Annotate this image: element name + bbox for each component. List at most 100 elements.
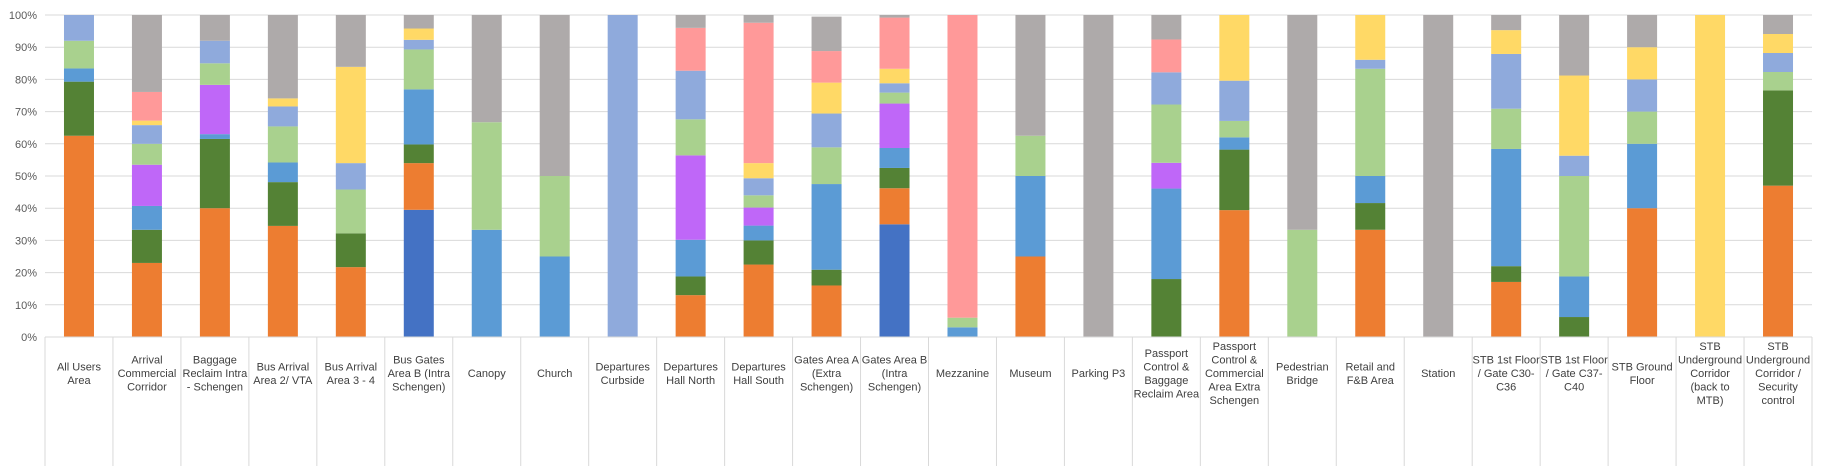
bar-segment [335, 66, 366, 164]
x-category-label: Baggage Reclaim Intra - Schengen [183, 355, 249, 394]
x-category-label: Gates Area B (Intra Schengen) [862, 355, 927, 394]
bar-segment [131, 229, 162, 263]
bar-segment [63, 81, 94, 136]
bar-segment [879, 103, 910, 148]
x-category-label: Arrival Commercial Corridor [118, 355, 177, 394]
bar-segment [1695, 15, 1726, 337]
bar-segment [1559, 317, 1590, 337]
bar-segment [1627, 79, 1658, 112]
bar-segment [1627, 143, 1658, 209]
bar-segment [539, 15, 570, 176]
x-category-label: Retail and F&B Area [1345, 361, 1395, 387]
x-category-label: Bus Arrival Area 3 - 4 [325, 361, 378, 387]
bar-segment [403, 209, 434, 337]
x-category-label: Passport Control & Commercial Area Extra Sch… [1205, 341, 1264, 407]
bar-segment [1219, 210, 1250, 337]
bar-segment [1015, 135, 1046, 176]
x-category-label: STB Underground Corridor / Security control [1746, 341, 1810, 407]
bar-segment [1423, 15, 1454, 337]
bar-segment [267, 182, 298, 226]
bar-segment [1491, 53, 1522, 109]
bar-segment [811, 16, 842, 52]
bar-segment [267, 106, 298, 127]
bar-segment [1151, 162, 1182, 189]
bar-segment [1015, 176, 1046, 257]
bar-segment [1219, 15, 1250, 81]
bar-segment [539, 176, 570, 257]
bar-segment [1763, 90, 1794, 186]
bar-segment [811, 285, 842, 337]
bar-segment [1627, 15, 1658, 48]
y-axis: 0% 10% 20% 30% 40% 50% 60% 70% 80% 90% 100% [9, 10, 37, 344]
x-category-label: STB 1st Floor / Gate C37-C40 [1541, 355, 1609, 394]
y-tick-label: 70% [15, 107, 37, 119]
bar-segment [335, 233, 366, 268]
bar-segment [199, 138, 230, 209]
bar-segment [879, 224, 910, 337]
bar-segment [1355, 176, 1386, 204]
bar-segment [131, 91, 162, 121]
bar-segment [1355, 203, 1386, 230]
bar-segment [403, 39, 434, 50]
bar-segment [1151, 39, 1182, 73]
bars [63, 15, 1794, 337]
bar-segment [743, 240, 774, 265]
bar-segment [335, 163, 366, 190]
bar-segment [1763, 185, 1794, 337]
bar-segment [947, 327, 978, 337]
x-category-label: Departures Hall North [663, 361, 718, 387]
x-category-label: Parking P3 [1071, 368, 1125, 380]
bar-segment [811, 184, 842, 270]
bar-segment [131, 205, 162, 230]
bar-segment [879, 68, 910, 84]
bar-segment [403, 163, 434, 210]
x-category-label: Departures Curbside [595, 361, 650, 387]
bar-segment [1491, 148, 1522, 267]
y-tick-label: 60% [15, 139, 37, 151]
bar-segment [1287, 15, 1318, 230]
bar-segment [131, 262, 162, 337]
bar-segment [403, 28, 434, 40]
bar-segment [1627, 111, 1658, 144]
bar-segment [675, 70, 706, 120]
bar-segment [1763, 33, 1794, 53]
bar-segment [335, 267, 366, 337]
bar-segment [811, 82, 842, 114]
bar-segment [675, 15, 706, 28]
bar-segment [1219, 120, 1250, 138]
bar-segment [743, 207, 774, 226]
bar-segment [1491, 281, 1522, 337]
bar-segment [1559, 176, 1590, 277]
x-category-label: Bus Arrival Area 2/ VTA [253, 361, 313, 387]
bar-segment [471, 15, 502, 123]
bar-segment [947, 15, 978, 318]
x-category-label: All Users Area [57, 361, 102, 387]
x-category-label: Station [1421, 368, 1455, 380]
bar-segment [879, 147, 910, 168]
y-tick-label: 90% [15, 42, 37, 54]
bar-segment [471, 229, 502, 337]
bar-segment [675, 239, 706, 277]
bar-segment [1083, 15, 1114, 337]
x-category-label: Departures Hall South [731, 361, 786, 387]
bar-segment [1491, 15, 1522, 31]
y-tick-label: 40% [15, 203, 37, 215]
x-category-label: Church [537, 368, 572, 380]
bar-segment [879, 167, 910, 189]
bar-segment [675, 27, 706, 71]
bar-segment [675, 155, 706, 240]
x-category-label: STB Ground Floor [1612, 361, 1673, 387]
x-category-label: STB 1st Floor / Gate C30-C36 [1473, 355, 1541, 394]
bar-segment [199, 84, 230, 135]
x-category-label: Passport Control & Baggage Reclaim Area [1134, 348, 1200, 401]
bar-segment [879, 83, 910, 93]
bar-segment [1287, 229, 1318, 337]
x-category-label: Gates Area A (Extra Schengen) [794, 355, 859, 394]
bar-segment [199, 15, 230, 41]
bar-segment [1015, 256, 1046, 337]
x-category-label: Mezzanine [936, 368, 989, 380]
bar-segment [811, 147, 842, 185]
bar-segment [131, 125, 162, 144]
x-category-label: Bus Gates Area B (Intra Schengen) [388, 355, 451, 394]
